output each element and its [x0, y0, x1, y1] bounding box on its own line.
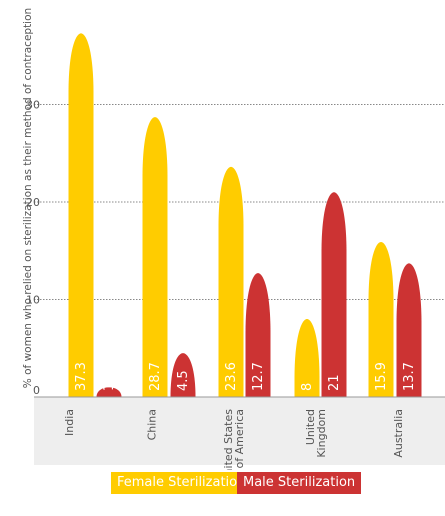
data-label: 8 [300, 383, 315, 391]
category-label: United States [222, 409, 235, 470]
bar-male-3 [245, 273, 271, 397]
data-label: 28.7 [148, 362, 163, 391]
data-label: 4.5 [176, 370, 191, 391]
y-tick-label: 30 [26, 99, 40, 112]
data-label: 12.7 [251, 362, 266, 391]
category-label: India [63, 409, 76, 436]
data-label: 21 [327, 374, 342, 391]
category-label: Kingdom [315, 409, 328, 458]
legend-item-female-sterilization: Female Sterilization [111, 472, 252, 494]
data-label: 15.9 [374, 362, 389, 391]
bar-female-1 [68, 33, 94, 397]
bar-male-4 [321, 192, 347, 397]
category-band [34, 397, 445, 465]
category-label: of America [233, 409, 246, 468]
data-label: 23.6 [224, 362, 239, 391]
bar-male-2 [170, 353, 196, 397]
category-label: United [304, 409, 317, 445]
bar-male-1 [96, 387, 122, 397]
data-label: 13.7 [402, 362, 417, 391]
y-tick-label: 20 [26, 196, 40, 209]
bar-female-5 [368, 241, 394, 397]
bar-female-2 [142, 117, 168, 398]
data-label: 1 [102, 383, 117, 391]
category-label: Australia [392, 409, 405, 458]
y-tick-label: 0 [33, 384, 40, 397]
y-tick-label: 10 [26, 294, 40, 307]
bar-chart: 0 10 20 30% of women who relied on steriliz… [22, 8, 445, 470]
y-axis-label: % of women who relied on sterilization a… [22, 8, 34, 388]
bar-female-4 [294, 319, 320, 397]
legend: Female Sterilization Male Sterilization [0, 472, 445, 494]
bar-female-3 [218, 166, 244, 397]
legend-item-male-sterilization: Male Sterilization [237, 472, 362, 494]
bar-male-5 [396, 263, 422, 397]
category-label: China [145, 409, 158, 440]
data-label: 37.3 [74, 362, 89, 391]
